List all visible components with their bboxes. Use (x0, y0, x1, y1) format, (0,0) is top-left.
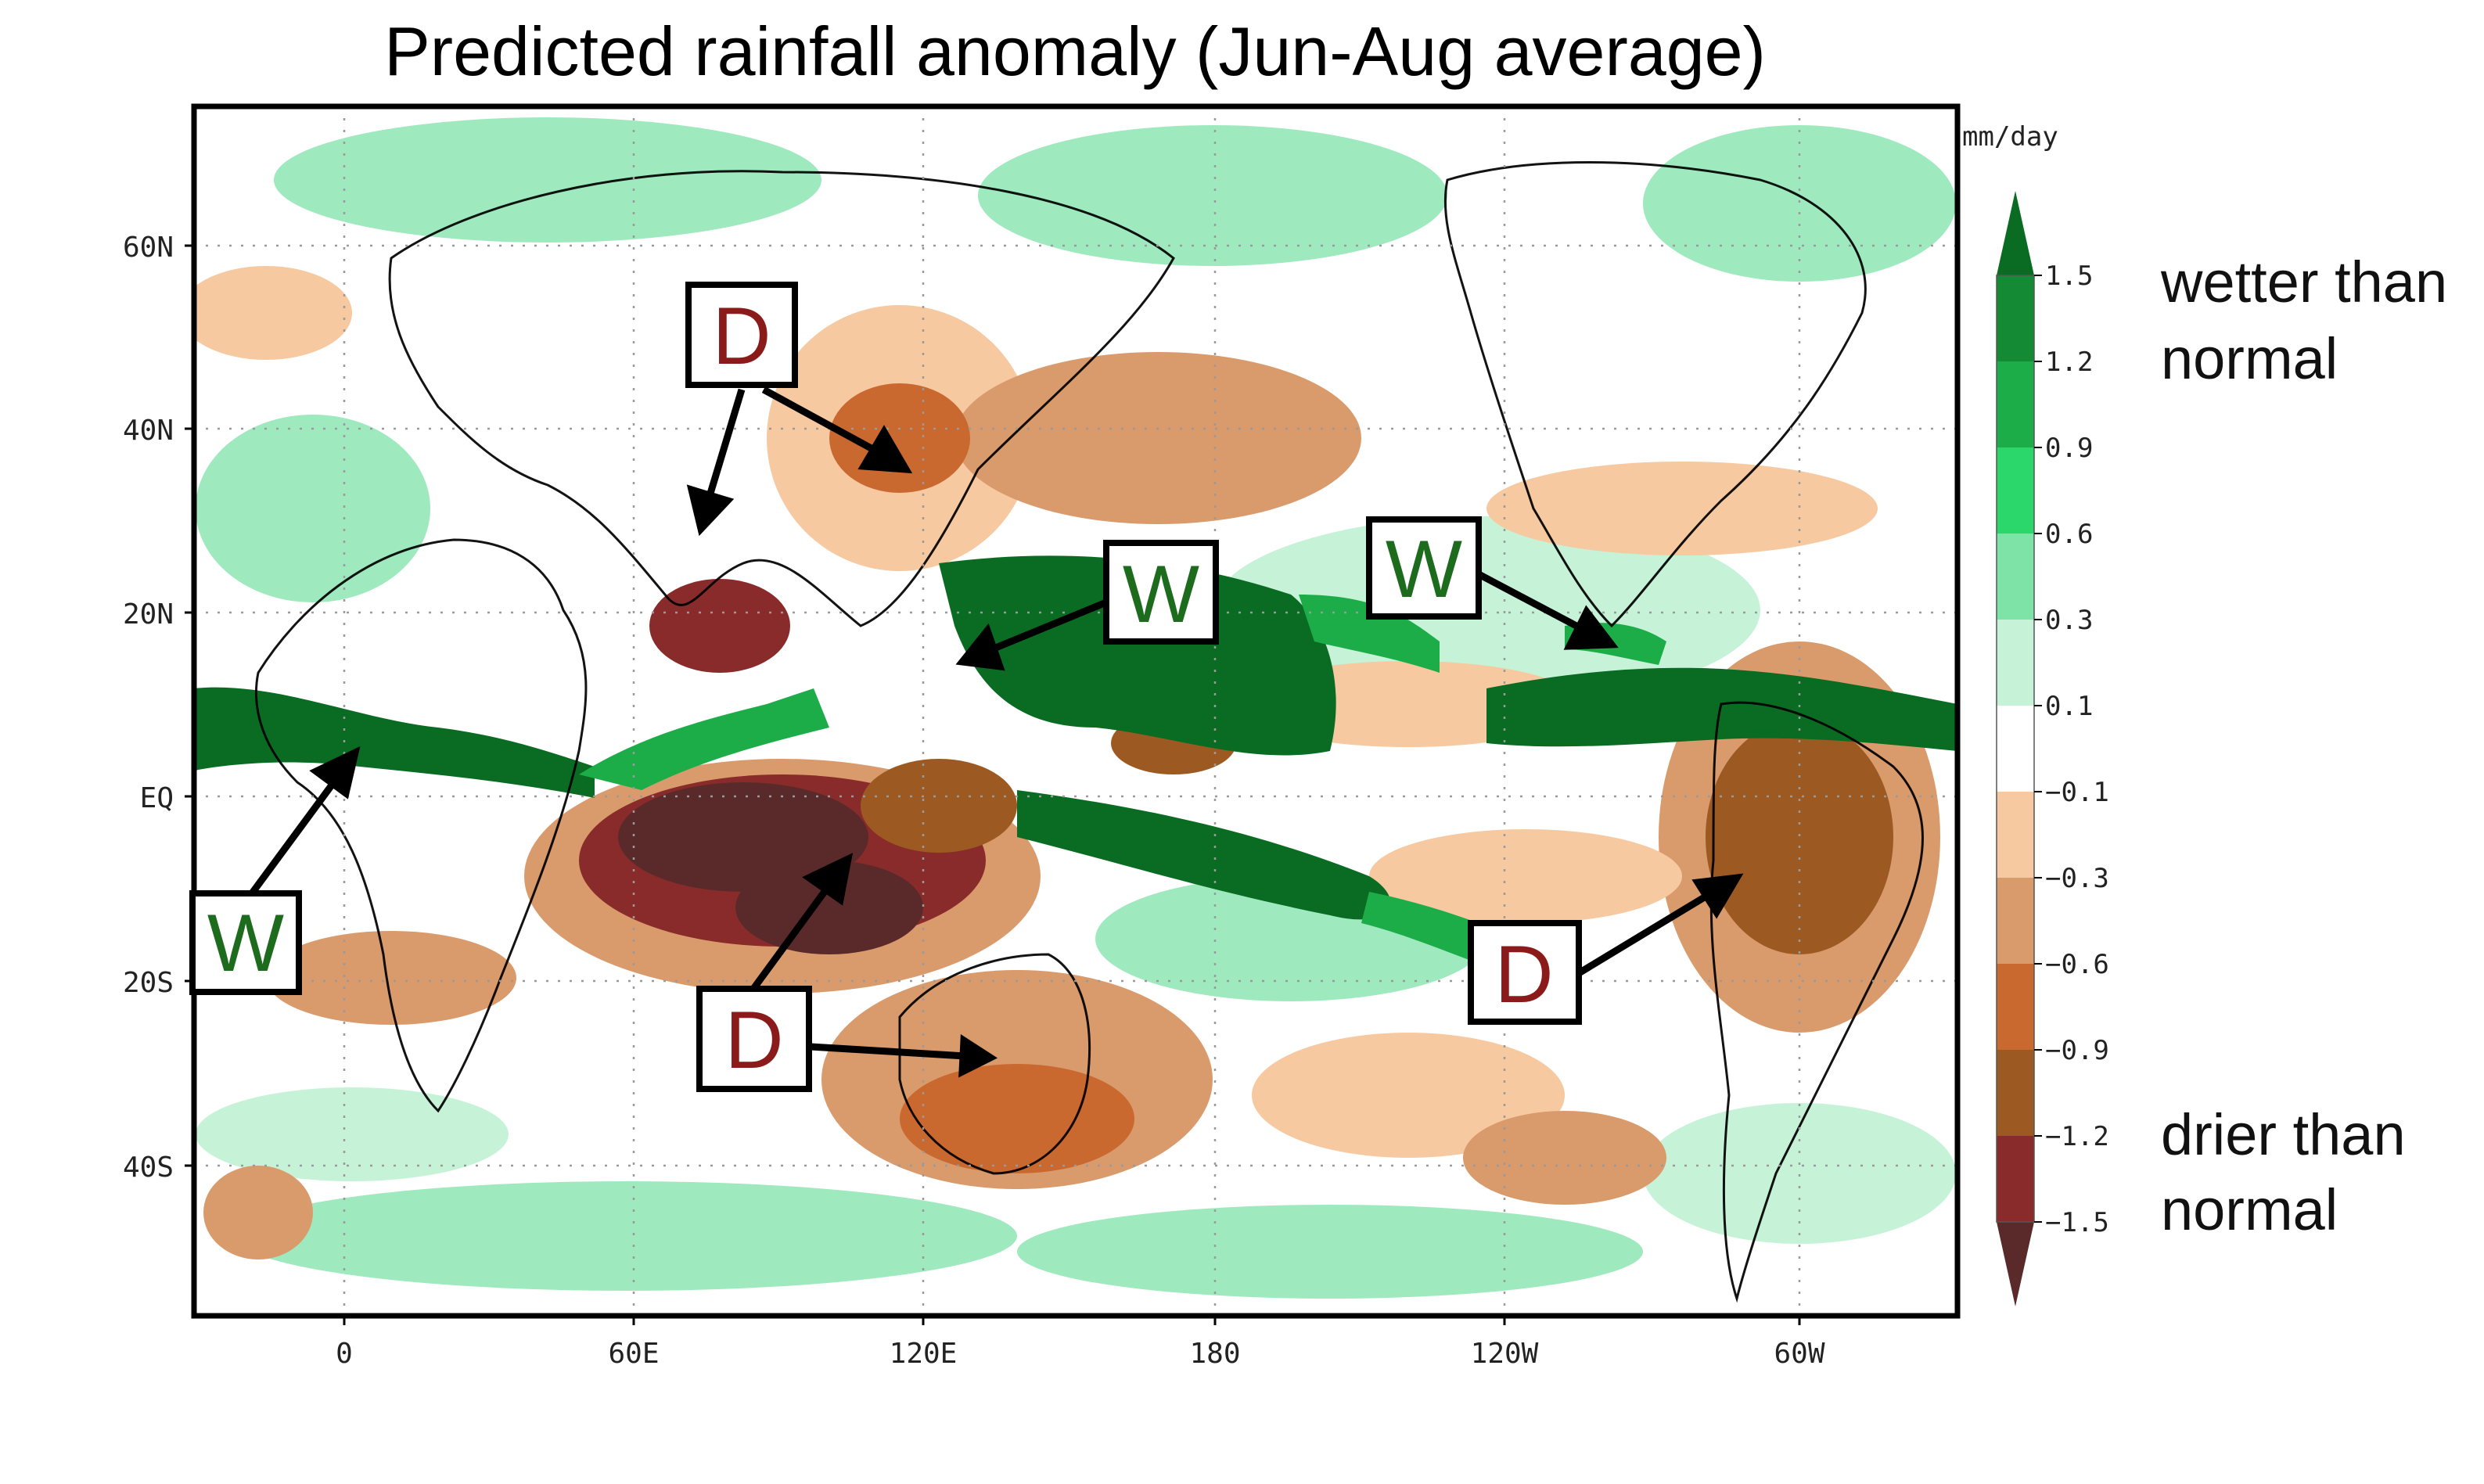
annotation-letter: D (712, 291, 771, 382)
annotation-letter: W (1123, 549, 1199, 640)
annotation-wet-central-america: W (1366, 516, 1482, 620)
colorbar-level-label: −0.9 (2045, 1035, 2109, 1066)
annotation-dry-east-asia: D (685, 282, 798, 388)
map-panel (191, 103, 1961, 1319)
colorbar-level-label: −1.2 (2045, 1121, 2109, 1152)
colorbar-swatch (1997, 275, 2034, 361)
colorbar-swatch (1997, 706, 2034, 792)
annotation-letter: D (724, 995, 783, 1086)
colorbar-labels: 1.5 1.2 0.9 0.6 0.3 0.1 −0.1 −0.3 −0.6 −0.9 −1.2 −1… (2034, 261, 2109, 1238)
figure-title: Predicted rainfall anomaly (Jun-Aug aver… (384, 13, 1766, 90)
colorbar-swatch (1997, 1050, 2034, 1136)
lon-label-0: 0 (336, 1338, 353, 1370)
annotation-wet-africa: W (189, 890, 302, 995)
drier-label-line2: normal (2161, 1177, 2338, 1242)
lon-label-120e: 120E (890, 1338, 958, 1370)
dry-regions (194, 266, 1940, 1259)
colorbar-level-label: 0.3 (2045, 605, 2093, 636)
annotation-wet-west-pacific: W (1103, 540, 1219, 645)
annotation-arrows (244, 386, 1744, 1078)
latitude-axis: 60N 40N 20N EQ 20S 40S (123, 232, 194, 1184)
annotation-dry-south-america: D (1468, 920, 1582, 1025)
colorbar-swatch (1997, 620, 2034, 706)
colorbar-swatch (1997, 878, 2034, 964)
colorbar-units: mm/day (1962, 121, 2058, 153)
colorbar-level-label: 0.6 (2045, 519, 2093, 550)
colorbar-level-label: 0.1 (2045, 691, 2093, 722)
annotation-letter: W (1386, 524, 1462, 615)
colorbar-swatch (1997, 534, 2034, 620)
colorbar-level-label: 0.9 (2045, 433, 2093, 464)
colorbar-swatch (1997, 447, 2034, 534)
lat-label-40n: 40N (123, 415, 174, 447)
lat-label-40s: 40S (123, 1152, 174, 1184)
wet-light-regions (196, 117, 1956, 1299)
colorbar-swatch (1997, 1136, 2034, 1222)
indian-ocean-dry-core (524, 579, 1041, 994)
colorbar-swatches (1996, 191, 2035, 1306)
lat-label-20s: 20S (123, 967, 174, 999)
colorbar-bottom-triangle (1997, 1222, 2034, 1306)
lat-label-eq: EQ (140, 782, 174, 814)
lon-label-60e: 60E (608, 1338, 659, 1370)
lon-label-180: 180 (1189, 1338, 1240, 1370)
annotation-letter: W (207, 898, 284, 989)
annotation-letter: D (1494, 929, 1553, 1020)
wetter-label-line2: normal (2161, 326, 2338, 391)
colorbar-level-label: 1.2 (2045, 347, 2093, 378)
graticule (194, 106, 1957, 1316)
lon-label-120w: 120W (1471, 1338, 1539, 1370)
colorbar-level-label: −1.5 (2045, 1207, 2109, 1238)
longitude-axis: 0 60E 120E 180 120W 60W (336, 1316, 1825, 1370)
colorbar-swatch (1997, 792, 2034, 878)
colorbar-swatch (1997, 964, 2034, 1050)
land-outlines (254, 161, 1924, 1303)
colorbar-top-triangle (1997, 191, 2034, 275)
lon-label-60w: 60W (1774, 1338, 1824, 1370)
lat-label-20n: 20N (123, 598, 174, 631)
lat-label-60n: 60N (123, 232, 174, 264)
colorbar-level-label: −0.3 (2045, 863, 2109, 894)
anomaly-field (194, 117, 1957, 1303)
map-frame (191, 103, 1961, 1319)
annotation-boxes: D W W W D D (189, 282, 1582, 1092)
annotation-dry-australia: D (696, 986, 812, 1092)
drier-label-line1: drier than (2161, 1102, 2406, 1167)
wet-bands (194, 555, 1957, 994)
colorbar-level-label: −0.6 (2045, 949, 2109, 980)
wetter-label-line1: wetter than (2160, 250, 2447, 314)
colorbar-swatch (1997, 361, 2034, 447)
colorbar-level-label: −0.1 (2045, 777, 2109, 808)
colorbar-outline (1996, 275, 2035, 1223)
colorbar: mm/day 1.5 1.2 0.9 0.6 0.3 0.1 −0.1 −0.3 −0.6 −0.… (1962, 121, 2447, 1306)
colorbar-level-label: 1.5 (2045, 261, 2093, 292)
